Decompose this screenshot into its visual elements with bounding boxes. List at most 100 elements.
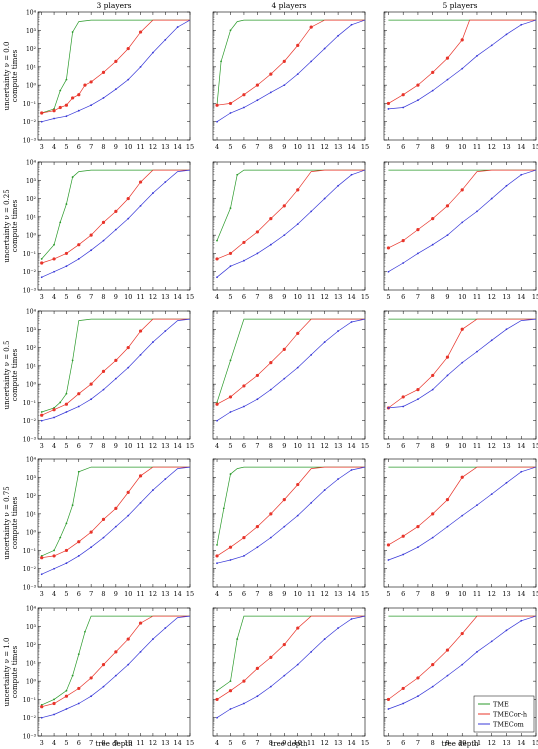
x-tick-label: 10 — [124, 739, 132, 747]
panel-frame — [37, 11, 191, 141]
data-point — [386, 246, 391, 250]
data-point — [269, 72, 273, 76]
panel-r4-c0: 10⁻³ 10⁻² 10⁻¹ 10⁰ 10¹ 10² 10³ 10⁴ 3 4 5 6 7 8 9 10 11 12… — [23, 606, 194, 748]
x-tick-label: 15 — [186, 293, 194, 301]
x-tick-label: 9 — [445, 739, 449, 747]
data-point — [229, 411, 232, 413]
ylabel-compute-times: compute times — [11, 348, 19, 401]
data-point — [126, 46, 130, 51]
data-point — [490, 640, 493, 643]
x-tick-label: 14 — [347, 590, 355, 598]
data-point — [386, 101, 391, 106]
panel-frame — [212, 458, 366, 588]
data-point — [431, 663, 435, 667]
x-tick-label: 9 — [282, 442, 286, 450]
data-point — [216, 716, 218, 719]
panel-r2-c0: 10⁻³ 10⁻² 10⁻¹ 10⁰ 10¹ 10² 10³ 10⁴ 3 4 5 6 7 8 9 10 11 12… — [23, 309, 194, 451]
x-tick-label: 5 — [64, 739, 68, 747]
panel-frame — [212, 11, 366, 141]
x-tick-label: 7 — [255, 293, 259, 301]
data-point — [77, 109, 80, 112]
x-tick-label: 14 — [174, 442, 182, 450]
x-tick-label: 5 — [386, 143, 390, 151]
data-point — [65, 689, 68, 692]
data-point — [53, 698, 55, 701]
data-point — [242, 240, 246, 245]
data-point — [386, 543, 391, 547]
data-point — [229, 207, 232, 210]
data-point — [84, 630, 86, 633]
x-tick-label: 11 — [136, 590, 144, 598]
x-tick-label: 13 — [334, 590, 342, 598]
data-point — [101, 70, 106, 74]
data-point — [505, 629, 508, 632]
data-point — [460, 38, 464, 42]
data-point — [102, 685, 105, 688]
data-point — [490, 197, 493, 200]
x-tick-label: 5 — [386, 442, 390, 450]
x-tick-label: 14 — [174, 143, 182, 151]
y-tick-label: 10⁰ — [26, 83, 37, 90]
data-point — [52, 408, 56, 412]
data-point — [53, 416, 55, 419]
series-line-tme — [41, 318, 190, 413]
x-tick-label: 8 — [101, 293, 105, 301]
x-tick-label: 10 — [458, 293, 466, 301]
data-point — [229, 473, 232, 475]
column-title: 3 players — [97, 1, 132, 10]
data-point — [431, 536, 434, 539]
x-tick-label: 14 — [517, 293, 525, 301]
x-tick-label: 6 — [242, 143, 246, 151]
data-point — [243, 702, 245, 705]
x-tick-label: 13 — [334, 143, 342, 151]
data-point — [505, 481, 508, 484]
data-point — [350, 469, 353, 471]
data-point — [520, 470, 523, 473]
data-point — [127, 514, 130, 517]
series-line-tmecom — [216, 19, 366, 122]
x-tick-label: 10 — [458, 590, 466, 598]
y-tick-label: 10⁰ — [26, 233, 37, 240]
data-point — [89, 530, 93, 534]
x-tick-label: 7 — [89, 590, 93, 598]
data-point — [416, 525, 420, 529]
x-tick-label: 11 — [307, 143, 315, 151]
series-line-tmecor-h — [216, 318, 365, 405]
data-point — [40, 111, 44, 115]
x-tick-label: 14 — [517, 590, 525, 598]
data-point — [222, 507, 225, 510]
x-tick-label: 8 — [431, 442, 435, 450]
data-point — [242, 93, 246, 97]
x-tick-label: 10 — [124, 143, 132, 151]
data-point — [350, 173, 353, 176]
data-point — [283, 84, 286, 87]
data-point — [431, 685, 434, 688]
data-point — [52, 554, 56, 558]
ylabel-compute-times: compute times — [11, 49, 19, 102]
series-line-tme — [216, 466, 365, 545]
panel-r2-c2: 5 6 7 8 9 10 11 12 13 14 15 — [383, 310, 538, 450]
data-point — [505, 33, 508, 36]
panel-frame — [383, 161, 537, 291]
data-point — [114, 59, 118, 63]
x-tick-label: 6 — [77, 442, 81, 450]
x-tick-label: 9 — [445, 293, 449, 301]
y-tick-label: 10⁻² — [23, 715, 37, 722]
x-tick-label: 11 — [136, 293, 144, 301]
x-tick-label: 12 — [488, 143, 496, 151]
x-tick-label: 13 — [334, 293, 342, 301]
y-tick-label: 10³ — [26, 28, 37, 35]
data-point — [461, 663, 464, 666]
x-axis-label: tree depth — [95, 740, 133, 748]
x-tick-label: 8 — [431, 590, 435, 598]
data-point — [296, 366, 299, 369]
data-point — [401, 534, 405, 538]
data-point — [216, 419, 218, 422]
x-axis-label: tree depth — [441, 740, 479, 748]
data-point — [40, 419, 43, 422]
x-tick-label: 4 — [215, 739, 219, 747]
data-point — [269, 512, 273, 516]
x-tick-label: 5 — [386, 590, 390, 598]
x-tick-label: 9 — [445, 442, 449, 450]
x-tick-label: 5 — [228, 143, 232, 151]
